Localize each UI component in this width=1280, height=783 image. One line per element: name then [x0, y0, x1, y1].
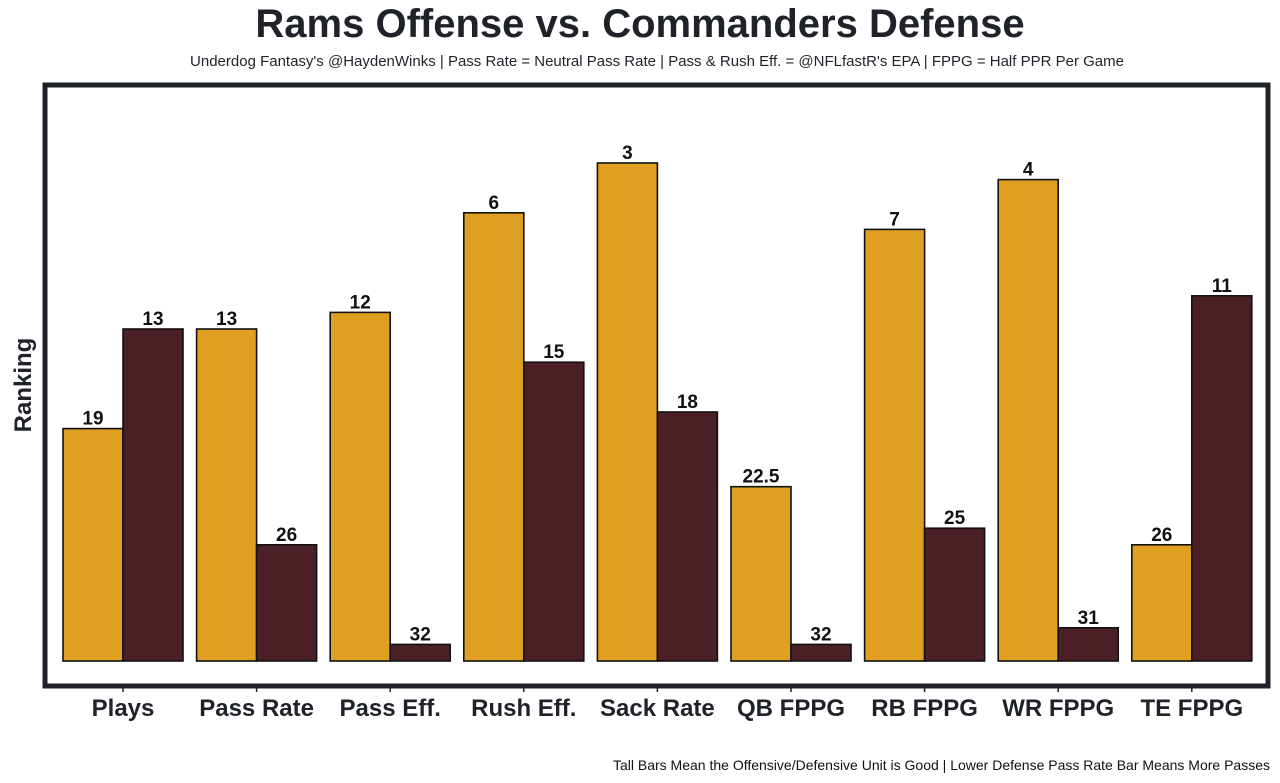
x-tick-label: Pass Rate [199, 695, 314, 722]
data-label: 3 [622, 143, 633, 164]
bar-offense [997, 178, 1060, 662]
chart-title: Rams Offense vs. Commanders Defense [255, 2, 1025, 46]
data-label: 13 [216, 309, 237, 330]
data-label: 4 [1023, 160, 1034, 181]
x-tick-label: TE FPPG [1140, 695, 1243, 722]
chart-subtitle: Underdog Fantasy's @HaydenWinks | Pass R… [190, 53, 1124, 70]
bar-offense [62, 427, 124, 662]
x-tick-label: QB FPPG [737, 695, 845, 722]
data-label: 31 [1078, 608, 1100, 629]
bar-defense [1191, 294, 1253, 662]
data-label: 32 [410, 624, 431, 645]
data-label: 26 [276, 525, 297, 546]
data-label: 12 [350, 292, 371, 313]
bar-defense [790, 643, 852, 662]
data-label: 26 [1151, 525, 1172, 546]
data-label: 15 [543, 342, 565, 363]
data-label: 32 [810, 624, 831, 645]
plot-frame [42, 82, 1271, 689]
x-tick-label: WR FPPG [1002, 695, 1114, 722]
bar-offense [863, 228, 926, 662]
data-label: 11 [1212, 276, 1233, 297]
x-tick-label: Rush Eff. [471, 695, 576, 722]
bar-offense [462, 212, 525, 662]
data-label: 19 [82, 409, 103, 430]
bar-defense [1057, 626, 1119, 662]
x-tick-label: Sack Rate [600, 695, 715, 722]
data-label: 22.5 [743, 467, 780, 488]
x-tick-label: Pass Eff. [340, 695, 441, 722]
data-label: 25 [944, 508, 966, 529]
data-label: 6 [489, 193, 500, 214]
data-label: 18 [677, 392, 698, 413]
x-tick-label: RB FPPG [871, 695, 978, 722]
bar-offense [596, 162, 659, 662]
data-label: 7 [889, 209, 900, 230]
bar-defense [122, 328, 184, 662]
x-tick-label: Plays [92, 695, 155, 722]
bar-offense [195, 328, 258, 662]
bar-defense [255, 543, 318, 662]
chart-caption: Tall Bars Mean the Offensive/Defensive U… [612, 757, 1270, 773]
bar-offense [329, 311, 392, 662]
bar-defense [923, 527, 986, 662]
bar-defense [389, 643, 452, 662]
bar-defense [656, 411, 719, 662]
bar-offense [1131, 543, 1193, 662]
bar-offense [730, 485, 792, 662]
data-label: 13 [142, 309, 163, 330]
bar-defense [522, 361, 585, 662]
y-axis-label: Ranking [10, 338, 37, 433]
